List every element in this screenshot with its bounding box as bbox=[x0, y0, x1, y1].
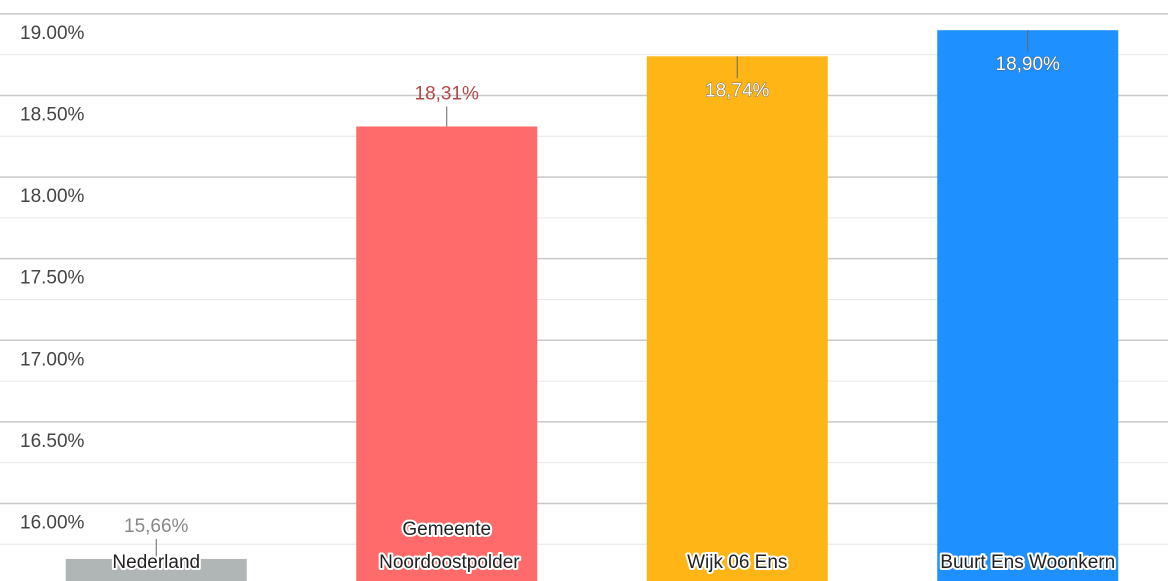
x-tick-label: Buurt Ens Woonkern bbox=[940, 552, 1115, 573]
x-tick-label: Nederland bbox=[112, 552, 200, 573]
data-label: 15,66% bbox=[124, 516, 189, 537]
y-tick-label: 19.00% bbox=[20, 23, 85, 44]
data-label: 18,90% bbox=[996, 54, 1061, 75]
x-tick-label: Wijk 06 Ens bbox=[687, 552, 787, 573]
bar bbox=[356, 126, 538, 581]
y-tick-label: 16.00% bbox=[20, 512, 85, 533]
y-tick-label: 18.00% bbox=[20, 186, 85, 207]
y-tick-label: 17.50% bbox=[20, 268, 85, 289]
bar bbox=[937, 30, 1119, 581]
bar bbox=[646, 56, 828, 581]
data-label: 18,31% bbox=[415, 83, 480, 104]
y-tick-label: 16.50% bbox=[20, 431, 85, 452]
data-label: 18,74% bbox=[705, 80, 770, 101]
x-tick-label: Gemeente Noordoostpolder bbox=[374, 519, 520, 573]
y-tick-label: 17.00% bbox=[20, 349, 85, 370]
bar bbox=[65, 558, 247, 581]
y-tick-label: 18.50% bbox=[20, 104, 85, 125]
